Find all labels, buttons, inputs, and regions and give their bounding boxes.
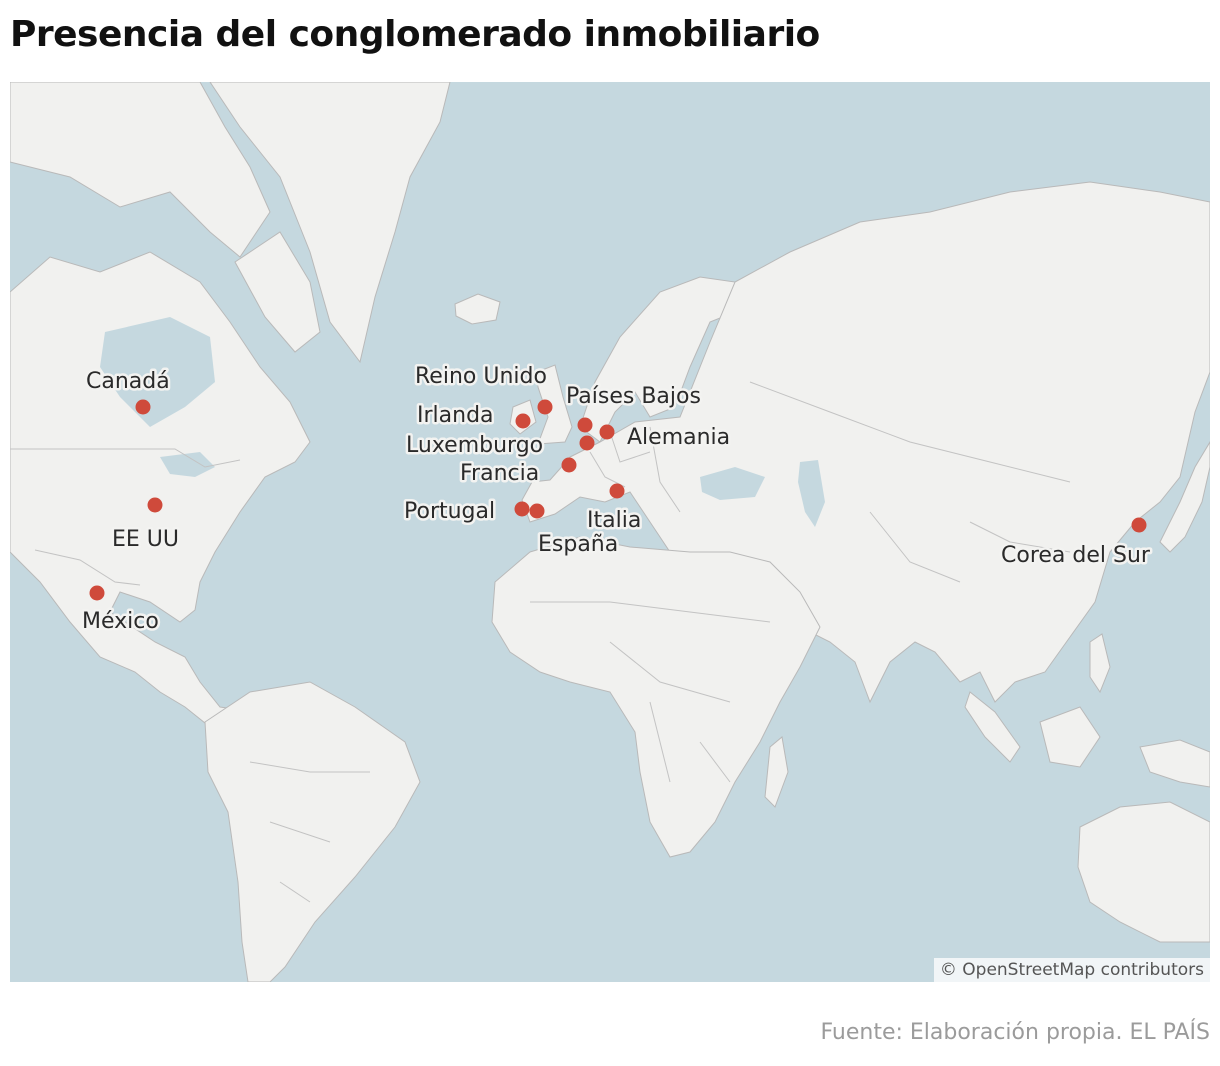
marker-italia[interactable] [609,483,625,499]
label-paises-bajos: Países Bajos [566,384,701,409]
land-japan [1159,441,1210,553]
label-portugal: Portugal [404,499,495,524]
label-espana: España [538,532,618,557]
land-iceland [454,293,501,325]
border-us-mexico [34,549,141,586]
label-canada: Canadá [86,369,170,394]
label-reino-unido: Reino Unido [415,364,547,389]
map-attribution[interactable]: © OpenStreetMap contributors [933,958,1210,982]
land-australia [1077,801,1210,943]
marker-portugal[interactable] [514,501,530,517]
lake-caspian-sea [798,460,825,527]
lake-hudson-bay [100,317,215,427]
land-eurasia [521,181,1210,704]
land-borneo [1039,706,1101,768]
border-south-america [249,761,370,903]
location-markers [89,399,1147,601]
border-africa [530,601,771,783]
land-north-america [10,251,311,743]
world-map[interactable]: Canadá EE UU México Reino Unido Irlanda Paíse… [10,82,1210,982]
land-arctic-islands [10,82,271,258]
marker-reino-unido[interactable] [537,399,553,415]
marker-paises-bajos[interactable] [577,417,593,433]
land-new-guinea [1139,739,1210,788]
marker-canada[interactable] [135,399,151,415]
source-note: Fuente: Elaboración propia. EL PAÍS [820,1020,1210,1045]
label-francia: Francia [460,461,539,486]
marker-mexico[interactable] [89,585,105,601]
label-eeuu: EE UU [112,527,179,552]
label-luxemburgo: Luxemburgo [406,433,543,458]
land-philippines [1089,633,1111,694]
border-us-canada [10,448,241,468]
marker-espana[interactable] [529,503,545,519]
land-greenland [209,82,451,364]
lake-black-sea [700,467,765,500]
marker-eeuu[interactable] [147,497,163,513]
label-alemania: Alemania [627,425,730,450]
label-mexico: México [82,609,159,634]
border-asia [749,381,1071,583]
marker-corea-del-sur[interactable] [1131,517,1147,533]
map-title: Presencia del conglomerado inmobiliario [10,14,820,55]
land-madagascar [764,736,789,808]
marker-alemania[interactable] [599,424,615,440]
marker-francia[interactable] [561,457,577,473]
land-great-britain [536,364,573,445]
location-labels: Canadá EE UU México Reino Unido Irlanda Paíse… [80,362,1154,637]
land-south-america [204,681,421,982]
label-corea-del-sur: Corea del Sur [1001,543,1151,568]
land-baffin-island [234,231,321,353]
label-irlanda: Irlanda [417,403,494,428]
map-canvas: Canadá EE UU México Reino Unido Irlanda Paíse… [10,82,1210,982]
marker-irlanda[interactable] [515,413,531,429]
label-italia: Italia [587,508,641,533]
lake-great-lakes [160,452,215,477]
land-africa [491,536,821,858]
land-sumatra [964,691,1021,763]
marker-luxemburgo[interactable] [579,435,595,451]
land-scandinavia [579,276,736,443]
